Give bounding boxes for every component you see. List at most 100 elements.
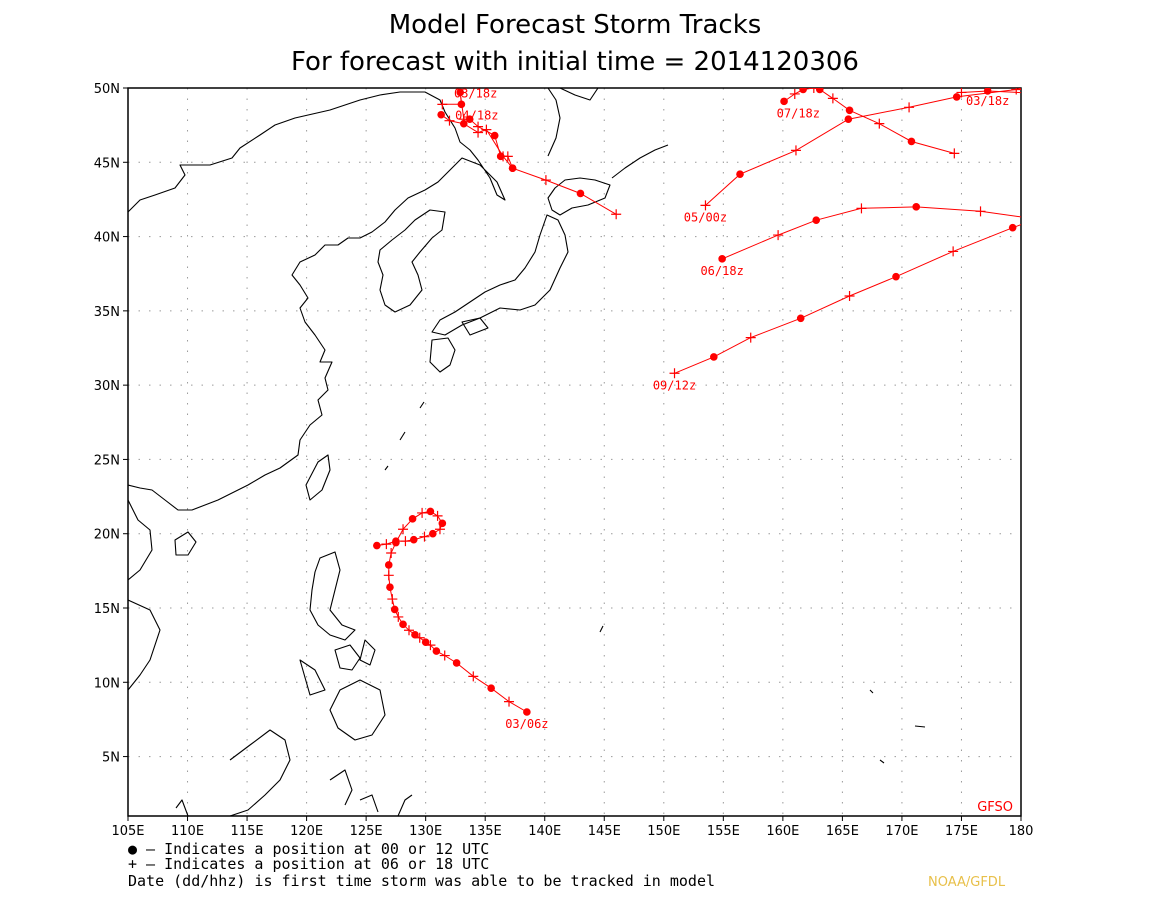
track-point-00-12utc xyxy=(523,708,531,716)
track-point-00-12utc xyxy=(799,88,807,94)
lat-tick-label: 10N xyxy=(94,676,120,691)
coastline-shikoku xyxy=(461,317,489,336)
storm-track-label: 06/18z xyxy=(700,264,743,278)
coastline-borneo xyxy=(229,729,291,816)
track-point-06-18utc xyxy=(473,127,484,138)
track-point-06-18utc xyxy=(437,99,448,110)
track-point-06-18utc xyxy=(827,93,838,104)
track-point-06-18utc xyxy=(808,88,819,93)
track-point-06-18utc xyxy=(949,148,960,159)
lon-tick-label: 130E xyxy=(409,824,442,839)
lon-tick-label: 120E xyxy=(290,824,323,839)
track-point-06-18utc xyxy=(387,594,398,605)
track-point-06-18utc xyxy=(844,291,855,301)
track-point-06-18utc xyxy=(398,524,409,535)
coastline-small-islands xyxy=(175,625,926,816)
track-point-06-18utc xyxy=(434,524,445,535)
track-point-00-12utc xyxy=(421,638,430,646)
map-title-line-2: For forecast with initial time = 2014120… xyxy=(291,47,859,77)
credit-noaa-gfdl: NOAA/GFDL xyxy=(928,875,1006,890)
storm-track xyxy=(700,74,1059,211)
coastline-sakhalin xyxy=(547,88,561,157)
track-point-06-18utc xyxy=(956,88,967,98)
storm-track-label: 03/18z xyxy=(966,94,1009,108)
lat-tick-label: 50N xyxy=(94,82,120,97)
storm-track xyxy=(437,110,622,220)
track-point-00-12utc xyxy=(487,684,495,693)
coastline-honshu xyxy=(431,214,569,336)
track-point-00-12utc xyxy=(710,353,718,361)
lon-tick-label: 135E xyxy=(469,824,502,839)
legend-line-date: Date (dd/hhz) is first time storm was ab… xyxy=(128,872,715,890)
coastline-asia-mainland xyxy=(128,91,506,511)
lon-tick-label: 110E xyxy=(171,824,204,839)
track-point-06-18utc xyxy=(432,510,443,521)
lon-tick-label: 140E xyxy=(528,824,561,839)
coastline-taiwan xyxy=(305,454,331,501)
track-point-00-12utc xyxy=(576,189,585,198)
coastline-ryukyu xyxy=(384,401,425,471)
track-point-06-18utc xyxy=(789,88,800,99)
track-point-06-18utc xyxy=(669,368,680,379)
track-point-00-12utc xyxy=(373,541,381,550)
track-point-06-18utc xyxy=(904,102,915,113)
track-point-00-12utc xyxy=(384,561,393,569)
coastline-hokkaido xyxy=(547,177,611,216)
track-point-06-18utc xyxy=(393,611,404,622)
storm-track xyxy=(373,507,531,716)
track-point-06-18utc xyxy=(874,118,885,129)
track-point-00-12utc xyxy=(907,137,916,146)
track-point-06-18utc xyxy=(417,507,428,518)
track-point-00-12utc xyxy=(432,647,441,655)
coastline-mindanao xyxy=(329,679,386,741)
track-point-06-18utc xyxy=(611,209,622,220)
track-point-00-12utc xyxy=(456,88,464,97)
track-point-06-18utc xyxy=(444,115,455,126)
track-point-00-12utc xyxy=(465,115,474,123)
track-point-00-12utc xyxy=(1065,203,1073,211)
lat-tick-label: 5N xyxy=(102,751,120,766)
coastline-sulawesi xyxy=(329,769,379,813)
track-point-00-12utc xyxy=(1051,74,1059,82)
track-point-00-12utc xyxy=(386,583,394,591)
storm-track-line xyxy=(705,88,1021,206)
storm-track-label: 05/00z xyxy=(684,210,727,224)
coastline-hainan xyxy=(174,531,197,556)
coastline-visayas xyxy=(299,639,376,696)
track-point-06-18utc xyxy=(948,246,959,257)
legend-line-dot: ● — Indicates a position at 00 or 12 UTC xyxy=(128,840,489,858)
storm-track xyxy=(437,88,517,173)
storm-track-line xyxy=(440,114,617,215)
map-title-line-1: Model Forecast Storm Tracks xyxy=(389,10,762,40)
track-point-06-18utc xyxy=(468,671,479,682)
storm-track xyxy=(780,88,960,159)
lon-tick-label: 175E xyxy=(945,824,978,839)
lon-tick-label: 160E xyxy=(766,824,799,839)
lat-tick-label: 35N xyxy=(94,305,120,320)
track-point-06-18utc xyxy=(700,200,711,211)
track-point-00-12utc xyxy=(459,119,468,128)
track-point-00-12utc xyxy=(392,537,400,545)
storm-tracks xyxy=(373,74,1073,716)
track-point-00-12utc xyxy=(411,630,419,639)
track-point-00-12utc xyxy=(426,507,435,516)
track-point-00-12utc xyxy=(983,88,992,95)
track-point-00-12utc xyxy=(490,131,499,140)
storm-track xyxy=(956,88,1051,98)
track-point-06-18utc xyxy=(540,175,551,186)
track-point-00-12utc xyxy=(429,529,437,538)
lon-tick-label: 155E xyxy=(707,824,740,839)
track-point-06-18utc xyxy=(419,531,430,542)
track-point-00-12utc xyxy=(736,170,744,178)
track-point-00-12utc xyxy=(845,106,854,115)
lon-tick-label: 125E xyxy=(350,824,383,839)
track-point-00-12utc xyxy=(952,93,961,101)
storm-track-label: 03/06z xyxy=(505,717,548,731)
track-point-00-12utc xyxy=(844,115,853,123)
lat-tick-label: 20N xyxy=(94,528,120,543)
track-point-06-18utc xyxy=(498,151,509,162)
track-point-00-12utc xyxy=(1043,90,1051,98)
axis-ticks: 105E 110E 115E 120E 125E 130E 135E 140E 145E 150E… xyxy=(94,82,1034,839)
track-point-06-18utc xyxy=(381,539,392,550)
track-point-00-12utc xyxy=(399,620,407,629)
